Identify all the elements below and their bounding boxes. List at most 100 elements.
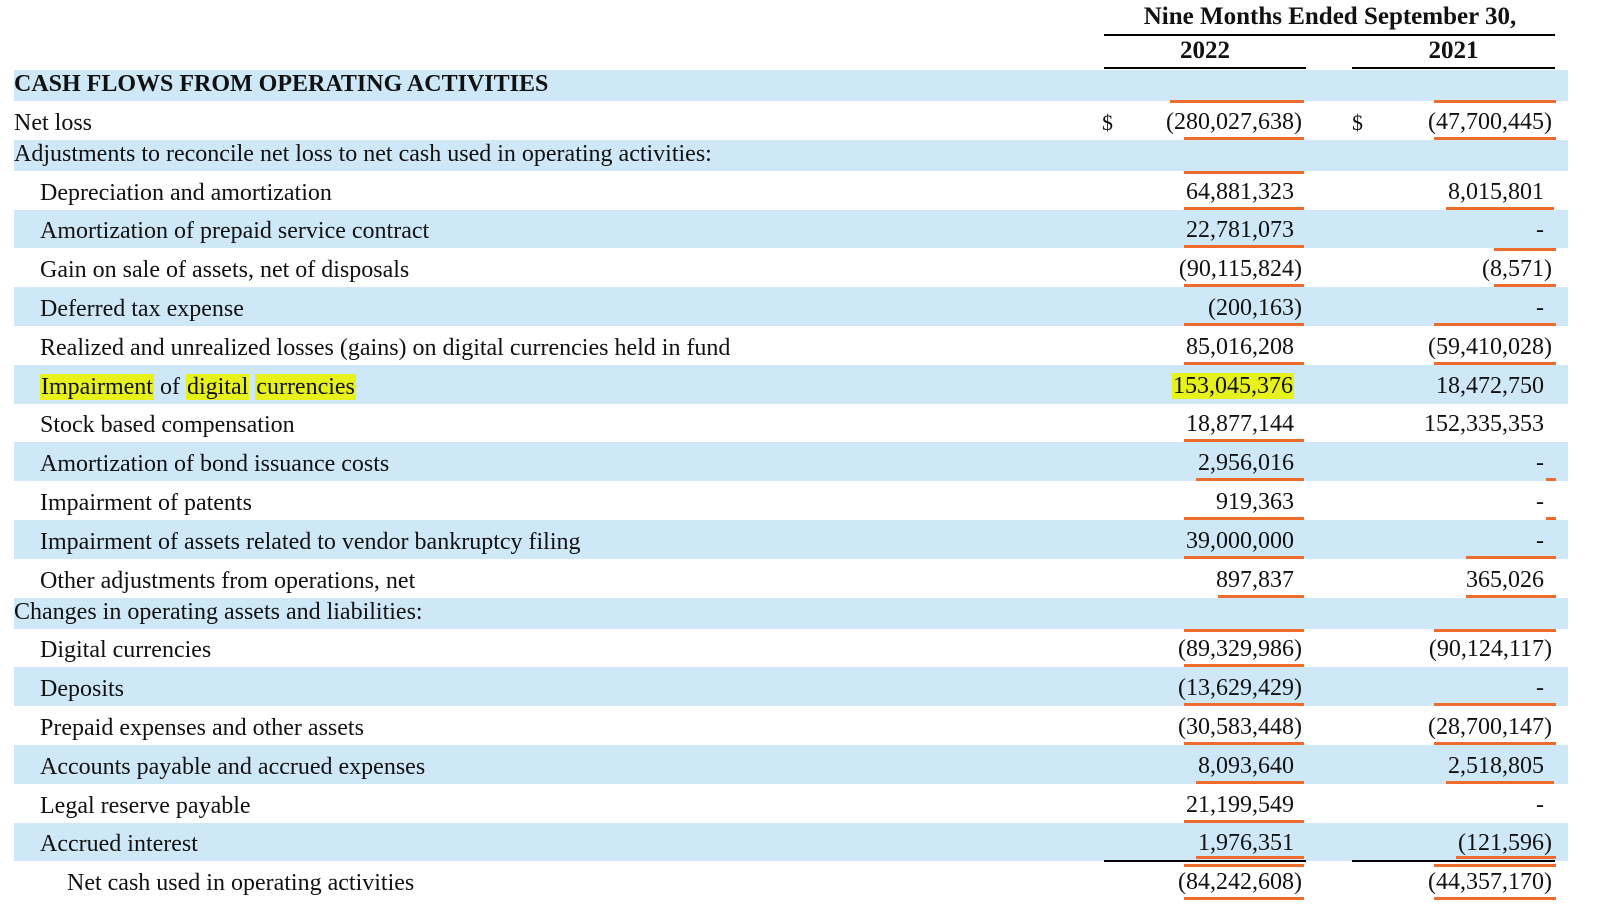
underline bbox=[1184, 897, 1304, 901]
underline bbox=[1184, 322, 1304, 326]
value-2022: 919,363 bbox=[1216, 488, 1294, 515]
underline bbox=[1434, 136, 1556, 140]
year-2022-rule bbox=[1104, 67, 1306, 69]
row-adjustments-heading: Adjustments to reconcile net loss to net… bbox=[14, 139, 1568, 171]
underline bbox=[1434, 897, 1556, 901]
row-deposits: Deposits (13,629,429) - bbox=[14, 667, 1568, 707]
value-2021: (28,700,147) bbox=[1428, 713, 1552, 740]
underline bbox=[1184, 136, 1304, 140]
underline bbox=[1466, 555, 1556, 559]
row-label: Digital currencies bbox=[40, 637, 212, 664]
value-2021: (47,700,445) bbox=[1428, 108, 1552, 135]
value-2021: 152,335,353 bbox=[1424, 411, 1544, 438]
row-stock-compensation: Stock based compensation 18,877,144 152,… bbox=[14, 404, 1568, 443]
underline bbox=[1494, 284, 1556, 288]
value-2022: (90,115,824) bbox=[1178, 256, 1302, 283]
row-impairment-digital-currencies: Impairment of digital currencies 153,045… bbox=[14, 364, 1568, 404]
row-label: Deposits bbox=[40, 676, 124, 703]
row-label: CASH FLOWS FROM OPERATING ACTIVITIES bbox=[14, 71, 549, 97]
underline bbox=[1446, 206, 1554, 210]
highlighted-word: currencies bbox=[255, 373, 356, 400]
value-2021: (59,410,028) bbox=[1428, 333, 1552, 360]
row-bond-issuance: Amortization of bond issuance costs 2,95… bbox=[14, 442, 1568, 482]
value-2021: 2,518,805 bbox=[1448, 752, 1544, 779]
underline bbox=[1184, 628, 1304, 632]
row-other-adjustments: Other adjustments from operations, net 8… bbox=[14, 559, 1568, 598]
underline bbox=[1446, 780, 1554, 784]
underline bbox=[1494, 248, 1556, 252]
row-digital-currencies: Digital currencies (89,329,986) (90,124,… bbox=[14, 628, 1568, 668]
value-2022: 64,881,323 bbox=[1186, 178, 1294, 205]
value-2022: 897,837 bbox=[1216, 566, 1294, 593]
value-2022: (89,329,986) bbox=[1178, 636, 1302, 663]
row-label: Prepaid expenses and other assets bbox=[40, 714, 364, 741]
row-realized-unrealized: Realized and unrealized losses (gains) o… bbox=[14, 326, 1568, 365]
row-label: Amortization of bond issuance costs bbox=[40, 451, 390, 478]
value-2021: (44,357,170) bbox=[1428, 869, 1552, 896]
period-title: Nine Months Ended September 30, bbox=[1143, 3, 1517, 30]
row-label: Changes in operating assets and liabilit… bbox=[14, 598, 423, 625]
underline bbox=[1184, 864, 1304, 868]
value-2022: 22,781,073 bbox=[1186, 217, 1294, 244]
section-header-operating: CASH FLOWS FROM OPERATING ACTIVITIES bbox=[14, 70, 1568, 101]
underline bbox=[1434, 100, 1556, 103]
value-2021: 8,015,801 bbox=[1448, 178, 1544, 205]
underline bbox=[1184, 703, 1304, 707]
row-legal-reserve: Legal reserve payable 21,199,549 - bbox=[14, 784, 1568, 823]
value-2022: 1,976,351 bbox=[1198, 830, 1294, 857]
underline bbox=[1434, 322, 1556, 326]
value-2021: - bbox=[1536, 450, 1544, 477]
row-label: Gain on sale of assets, net of disposals bbox=[40, 257, 410, 284]
value-2021: (90,124,117) bbox=[1428, 636, 1552, 663]
underline bbox=[1546, 478, 1556, 482]
row-label: Impairment of assets related to vendor b… bbox=[40, 528, 581, 555]
row-changes-heading: Changes in operating assets and liabilit… bbox=[14, 597, 1568, 629]
underline bbox=[1196, 856, 1304, 860]
underline bbox=[1218, 594, 1304, 598]
underline bbox=[1170, 100, 1304, 103]
row-depreciation: Depreciation and amortization 64,881,323… bbox=[14, 170, 1568, 210]
underline bbox=[1434, 703, 1556, 707]
currency-symbol: $ bbox=[1352, 109, 1363, 135]
underline bbox=[1434, 628, 1556, 632]
year-2021-rule bbox=[1352, 67, 1555, 69]
currency-symbol: $ bbox=[1102, 109, 1113, 135]
underline bbox=[1184, 439, 1304, 443]
value-2021: - bbox=[1536, 294, 1544, 321]
row-prepaid-expenses: Prepaid expenses and other assets (30,58… bbox=[14, 706, 1568, 745]
underline bbox=[1196, 780, 1304, 784]
row-label: Accrued interest bbox=[40, 831, 198, 858]
period-rule bbox=[1104, 34, 1555, 36]
row-net-loss: Net loss $ (280,027,638) $ (47,700,445) bbox=[14, 100, 1568, 140]
value-2021: - bbox=[1536, 791, 1544, 818]
row-label: Amortization of prepaid service contract bbox=[40, 218, 430, 245]
underline bbox=[1184, 284, 1304, 288]
year-2022-header: 2022 bbox=[1180, 37, 1230, 64]
row-label: Impairment of digital currencies bbox=[40, 373, 356, 401]
cash-flow-table: CASH FLOWS FROM OPERATING ACTIVITIES Net… bbox=[14, 70, 1568, 901]
total-rule bbox=[1352, 860, 1555, 863]
value-2021: - bbox=[1536, 527, 1544, 554]
value-2022: 85,016,208 bbox=[1186, 333, 1294, 360]
label-word: of bbox=[159, 373, 180, 400]
value-2021: 18,472,750 bbox=[1436, 372, 1544, 399]
underline bbox=[1184, 555, 1304, 559]
row-impairment-patents: Impairment of patents 919,363 - bbox=[14, 481, 1568, 520]
underline bbox=[1456, 856, 1556, 860]
underline bbox=[1196, 478, 1304, 482]
row-amortization-prepaid: Amortization of prepaid service contract… bbox=[14, 209, 1568, 249]
underline bbox=[1434, 741, 1556, 745]
value-2021: - bbox=[1536, 488, 1544, 515]
row-accrued-interest: Accrued interest 1,976,351 (121,596) bbox=[14, 822, 1568, 863]
value-2021: (8,571) bbox=[1482, 256, 1552, 283]
underline bbox=[1434, 361, 1556, 365]
underline bbox=[1434, 864, 1556, 868]
value-2021: - bbox=[1536, 217, 1544, 244]
row-label: Adjustments to reconcile net loss to net… bbox=[14, 140, 712, 167]
value-2022: 2,956,016 bbox=[1198, 450, 1294, 477]
underline bbox=[1184, 741, 1304, 745]
row-label: Stock based compensation bbox=[40, 412, 295, 439]
row-deferred-tax: Deferred tax expense (200,163) - bbox=[14, 287, 1568, 326]
row-label: Other adjustments from operations, net bbox=[40, 567, 416, 594]
highlighted-word: digital bbox=[185, 373, 250, 400]
